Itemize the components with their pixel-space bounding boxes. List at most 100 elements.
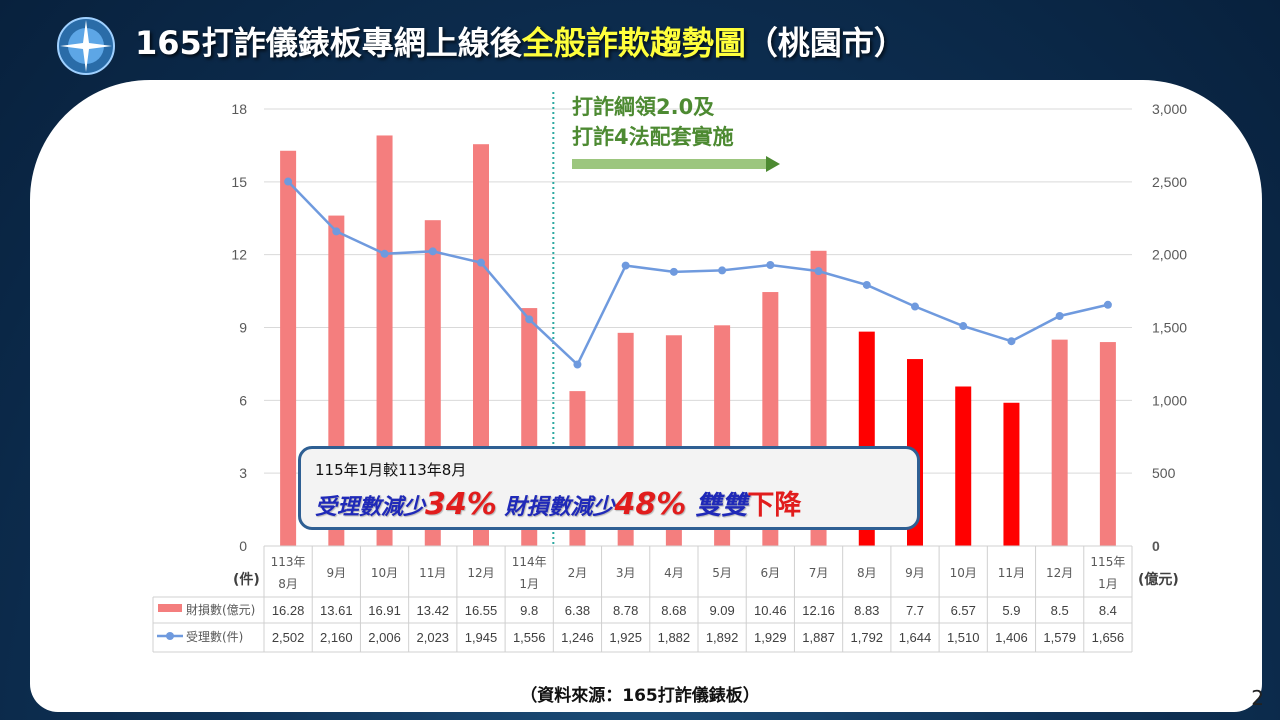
category-label: 5月 <box>712 566 732 580</box>
category-label: 11月 <box>998 566 1025 580</box>
callout-text-4: 下降 <box>747 490 802 521</box>
left-axis-unit: (件) <box>233 571 260 588</box>
line-point <box>814 267 823 276</box>
bar-value-label: 13.42 <box>417 603 450 618</box>
line-value-label: 1,406 <box>995 630 1028 645</box>
category-label-month: 1月 <box>1098 577 1118 591</box>
line-point <box>766 261 775 270</box>
bar <box>473 144 489 547</box>
right-axis-tick: 2,000 <box>1152 247 1187 263</box>
bar-value-label: 8.78 <box>613 603 638 618</box>
callout-pct-cases: 34% <box>425 487 497 522</box>
line-point <box>621 261 630 270</box>
bar-value-label: 8.68 <box>661 603 686 618</box>
category-label: 7月 <box>809 566 829 580</box>
line-value-label: 1,579 <box>1043 630 1076 645</box>
bar-value-label: 6.38 <box>565 603 590 618</box>
left-axis-tick: 15 <box>231 174 247 190</box>
bar-value-label: 13.61 <box>320 603 353 618</box>
line-value-label: 1,556 <box>513 630 546 645</box>
bar-value-label: 6.57 <box>951 603 976 618</box>
category-label: 12月 <box>467 566 494 580</box>
category-label: 12月 <box>1046 566 1073 580</box>
left-axis-tick: 12 <box>231 247 247 263</box>
bar-value-label: 8.5 <box>1051 603 1069 618</box>
right-axis-unit: (億元) <box>1138 571 1179 588</box>
line-value-label: 1,246 <box>561 630 594 645</box>
category-label-month: 1月 <box>519 577 539 591</box>
line-value-label: 2,160 <box>320 630 353 645</box>
line-value-label: 2,502 <box>272 630 305 645</box>
left-axis-tick: 9 <box>239 320 247 336</box>
line-point <box>718 266 727 275</box>
bar-value-label: 5.9 <box>1002 603 1020 618</box>
line-point <box>573 360 582 369</box>
category-label: 10月 <box>371 566 398 580</box>
bar <box>1099 342 1116 546</box>
right-axis-tick: 500 <box>1152 465 1176 481</box>
callout-summary: 受理數減少34% 財損數減少48% 雙雙下降 <box>315 483 801 522</box>
bar-value-label: 12.16 <box>802 603 835 618</box>
line-value-label: 1,792 <box>851 630 884 645</box>
line-value-label: 1,510 <box>947 630 980 645</box>
page-number: 2 <box>1251 686 1264 710</box>
left-axis-tick: 3 <box>239 465 247 481</box>
line-value-label: 1,887 <box>802 630 835 645</box>
line-point <box>1007 337 1016 346</box>
line-point <box>428 247 437 256</box>
left-axis-tick: 0 <box>239 538 247 554</box>
line-point <box>525 315 534 324</box>
category-label: 6月 <box>761 566 781 580</box>
title-highlight: 全般詐欺趨勢圖 <box>521 24 746 62</box>
category-label: 9月 <box>905 566 925 580</box>
line-point <box>911 302 919 311</box>
right-axis-tick: 1,000 <box>1152 392 1187 408</box>
callout-text-3: 雙雙 <box>686 491 748 521</box>
policy-line1: 打詐綱領2.0及 <box>572 95 715 119</box>
policy-annotation: 打詐綱領2.0及 打詐4法配套實施 <box>572 92 734 152</box>
right-axis-tick: 1,500 <box>1152 320 1187 336</box>
line-value-label: 1,945 <box>465 630 498 645</box>
bar-value-label: 8.83 <box>854 603 879 618</box>
bar-value-label: 10.46 <box>754 603 787 618</box>
bar-value-label: 16.28 <box>272 603 305 618</box>
right-axis-tick: 0 <box>1152 538 1160 554</box>
line-point <box>1103 300 1112 309</box>
bar <box>376 135 393 547</box>
bar-value-label: 9.8 <box>520 603 538 618</box>
legend-bar-label: 財損數(億元) <box>186 602 255 617</box>
legend-line-point <box>166 632 174 640</box>
category-label-year: 113年 <box>271 555 306 569</box>
bar-value-label: 7.7 <box>906 603 924 618</box>
callout-comparison: 115年1月較113年8月 <box>315 461 467 479</box>
line-point <box>1055 311 1064 320</box>
line-point <box>959 322 968 331</box>
category-label: 8月 <box>857 566 877 580</box>
bar-value-label: 8.4 <box>1099 603 1117 618</box>
line-value-label: 1,656 <box>1092 630 1125 645</box>
callout-text-2: 財損數減少 <box>496 495 615 520</box>
left-axis-tick: 6 <box>239 392 247 408</box>
left-axis-tick: 18 <box>231 101 247 117</box>
right-axis-tick: 3,000 <box>1152 101 1187 117</box>
right-axis-tick: 2,500 <box>1152 174 1187 190</box>
line-value-label: 1,644 <box>899 630 932 645</box>
bar <box>280 150 297 546</box>
line-point <box>284 177 293 186</box>
bar-value-label: 9.09 <box>709 603 734 618</box>
category-label-month: 8月 <box>278 577 298 591</box>
bar <box>1051 339 1068 546</box>
title-main: 165打詐儀錶板專網上線後 <box>135 24 522 62</box>
category-label: 10月 <box>950 566 977 580</box>
category-label-year: 114年 <box>512 555 547 569</box>
callout-text-1: 受理數減少 <box>315 495 426 520</box>
line-point <box>862 280 871 289</box>
bar-value-label: 16.55 <box>465 603 498 618</box>
line-value-label: 1,925 <box>609 630 642 645</box>
category-label: 3月 <box>616 566 636 580</box>
legend-line-label: 受理數(件) <box>186 630 243 644</box>
category-label: 9月 <box>327 566 347 580</box>
title-suffix: （桃園市） <box>745 24 906 62</box>
line-value-label: 1,882 <box>658 630 691 645</box>
data-source: （資料來源：165打詐儀錶板） <box>520 686 760 706</box>
